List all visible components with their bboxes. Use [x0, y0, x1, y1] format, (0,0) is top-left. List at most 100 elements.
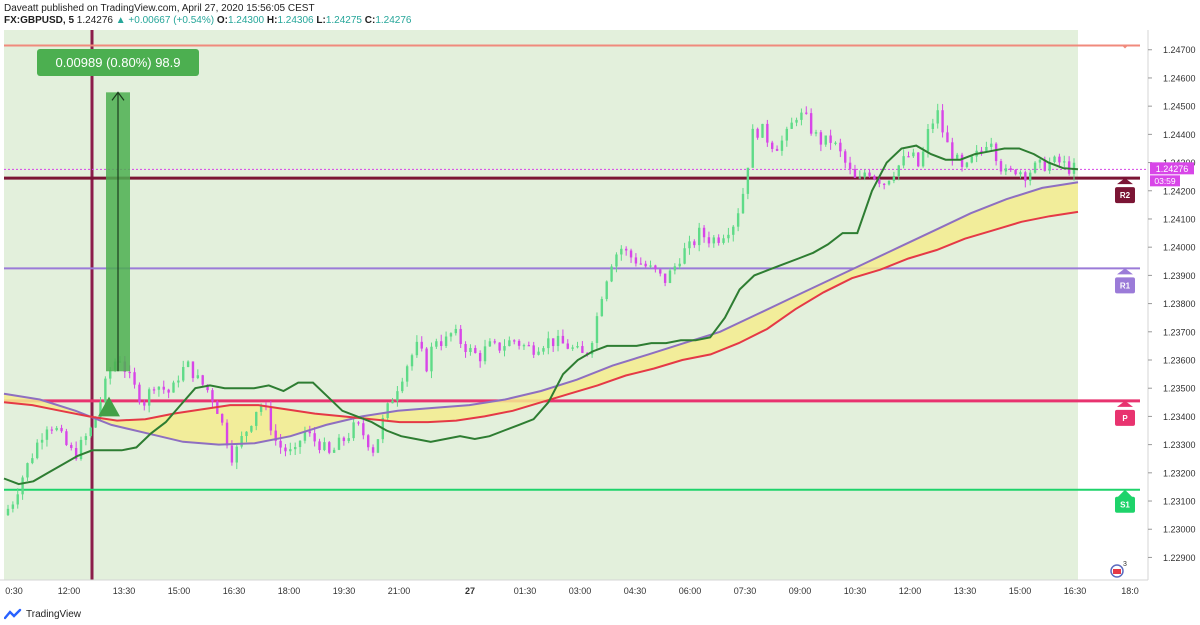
ma-purple-line	[3, 181, 1079, 446]
candle	[990, 137, 993, 152]
badge-label: R2	[1120, 191, 1131, 200]
close-value: 1.24276	[375, 15, 412, 26]
candle-body	[985, 146, 988, 152]
candle-body	[371, 447, 375, 453]
candle-body	[790, 122, 793, 129]
candle-body	[11, 504, 15, 509]
badge-r2[interactable]: R2	[1115, 178, 1135, 204]
candle	[547, 331, 550, 355]
candle	[50, 426, 54, 434]
candle	[780, 135, 784, 156]
candle	[274, 424, 277, 446]
candle-body	[727, 234, 730, 239]
candle-body	[483, 346, 487, 362]
candle	[459, 325, 462, 349]
calendar-icon[interactable]: 3	[1110, 561, 1127, 578]
badge-s1[interactable]: S1	[1115, 489, 1135, 513]
candle-body	[926, 129, 930, 152]
candle-body	[678, 263, 681, 267]
badge-p[interactable]: P	[1115, 400, 1135, 426]
y-tick-label: 1.23300	[1163, 440, 1196, 450]
candle-body	[999, 161, 1003, 172]
candle-body	[104, 378, 107, 402]
candle-body	[605, 281, 608, 300]
x-tick-label: 18:00	[278, 586, 301, 596]
candle-body	[556, 335, 560, 347]
candle	[556, 329, 560, 352]
candle	[722, 234, 725, 245]
candle	[717, 234, 720, 246]
price-axis[interactable]	[1148, 30, 1200, 580]
x-tick-label: 16:30	[1064, 586, 1087, 596]
candle-body	[917, 152, 920, 167]
x-tick-label: 13:30	[113, 586, 136, 596]
candle	[897, 164, 900, 181]
candle	[814, 129, 818, 137]
candle-body	[152, 389, 156, 391]
candle-body	[551, 338, 555, 347]
time-axis[interactable]	[0, 580, 1200, 608]
candle-body	[844, 151, 847, 163]
candle-body	[269, 407, 273, 431]
candle	[595, 312, 599, 350]
candle-body	[834, 142, 837, 144]
candle-body	[639, 263, 642, 265]
candle-body	[206, 384, 209, 391]
candle	[157, 386, 161, 397]
candle-body	[761, 123, 764, 138]
candle-body	[196, 375, 200, 379]
candle-body	[50, 429, 54, 431]
candle	[1048, 157, 1051, 174]
y-tick-label: 1.24400	[1163, 130, 1196, 140]
candle-body	[702, 227, 706, 238]
brand-label: TradingView	[26, 608, 82, 620]
candle-body	[532, 345, 535, 355]
candle	[488, 338, 492, 347]
candle	[1004, 164, 1008, 176]
candle	[965, 161, 969, 169]
footer: TradingView	[4, 606, 81, 622]
candle-body	[133, 372, 136, 385]
badge-r1[interactable]: R1	[1115, 268, 1135, 294]
candle-body	[965, 162, 969, 167]
badge-box	[1115, 277, 1135, 294]
x-tick-label: 13:30	[954, 586, 977, 596]
candle	[795, 117, 798, 127]
y-tick-label: 1.23900	[1163, 271, 1196, 281]
price-chart[interactable]: 0.00989 (0.80%) 98.9 1.24700 1.24600 1.245…	[0, 28, 1200, 608]
candle-body	[109, 370, 112, 379]
candle	[634, 253, 638, 267]
candle	[70, 442, 73, 451]
candle	[551, 338, 555, 352]
badge-label: S1	[1120, 501, 1130, 510]
candle	[751, 124, 754, 168]
candle	[732, 225, 735, 242]
candle-body	[693, 241, 696, 246]
candle-body	[683, 248, 686, 264]
candle	[435, 338, 438, 349]
candle	[697, 222, 701, 252]
candle	[313, 426, 316, 447]
candle	[902, 149, 905, 169]
candle-body	[649, 265, 652, 267]
candle-body	[736, 213, 740, 227]
candle-body	[498, 342, 501, 351]
candle-body	[328, 442, 331, 453]
candle	[308, 425, 311, 437]
countdown-box	[1150, 175, 1180, 187]
candle	[615, 252, 618, 273]
candle	[79, 436, 83, 461]
candle	[478, 350, 482, 368]
candle	[848, 156, 852, 175]
candle	[688, 235, 691, 255]
calendar-icon-flag	[1113, 569, 1121, 574]
candle	[868, 169, 871, 178]
open-label: O:	[216, 15, 228, 26]
candle-body	[746, 167, 750, 194]
candle-body	[303, 431, 307, 441]
candle	[464, 341, 467, 358]
candle-body	[620, 248, 623, 255]
badge-label: P	[1122, 414, 1128, 423]
candle	[376, 439, 380, 454]
candle	[220, 413, 224, 426]
